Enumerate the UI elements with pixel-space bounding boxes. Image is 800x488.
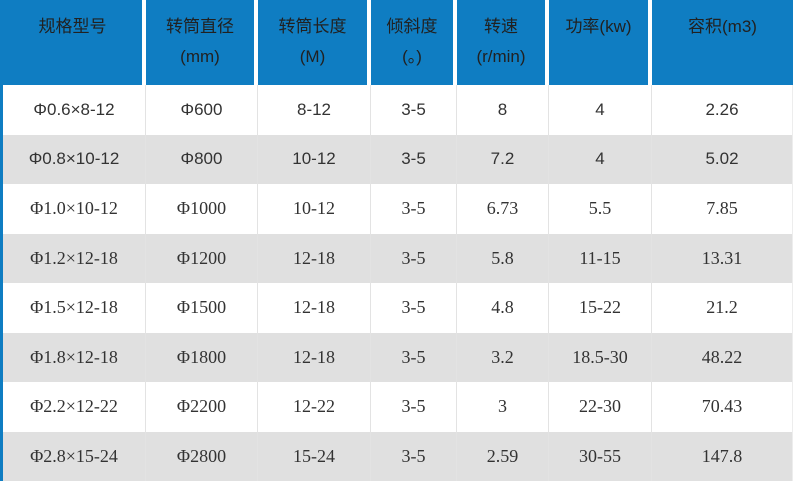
table-cell: Φ1500 (146, 283, 258, 333)
column-header-title: 倾斜度 (386, 17, 438, 36)
table-body: Φ0.6×8-12 Φ600 8-12 3-5 8 4 2.26 Φ0.8×10-12 Φ800… (3, 85, 793, 481)
table-cell: Φ600 (146, 85, 258, 135)
table-cell: 3-5 (371, 332, 457, 382)
table-cell: Φ1000 (146, 184, 258, 234)
table-cell: Φ1.0×10-12 (3, 184, 146, 234)
column-header-title: 规格型号 (38, 17, 107, 36)
table-row: Φ1.2×12-18 Φ1200 12-18 3-5 5.8 11-15 13.31 (3, 233, 793, 283)
table-cell: 70.43 (652, 382, 793, 432)
table-cell: 3-5 (371, 382, 457, 432)
table-cell: 10-12 (258, 134, 371, 184)
table-cell: 3-5 (371, 85, 457, 135)
column-header-title: 功率(kw) (565, 17, 632, 36)
table-cell: Φ1.2×12-18 (3, 233, 146, 283)
column-header-unit: (M) (299, 47, 326, 66)
table-cell: Φ1.8×12-18 (3, 332, 146, 382)
table-cell: 12-18 (258, 233, 371, 283)
table-cell: 22-30 (549, 382, 652, 432)
table-cell: 7.2 (457, 134, 549, 184)
table-cell: 5.8 (457, 233, 549, 283)
table-cell: 7.85 (652, 184, 793, 234)
column-header: 规格型号 (3, 0, 146, 85)
table-cell: 147.8 (652, 431, 793, 481)
column-header: 容积(m3) (652, 0, 793, 85)
table-cell: 30-55 (549, 431, 652, 481)
table-cell: 48.22 (652, 332, 793, 382)
table-cell: 6.73 (457, 184, 549, 234)
table-cell: 2.26 (652, 85, 793, 135)
table-cell: Φ2.2×12-22 (3, 382, 146, 432)
column-header: 倾斜度 (。) (371, 0, 457, 85)
table-cell: 12-18 (258, 283, 371, 333)
table-cell: 12-22 (258, 382, 371, 432)
table-cell: 3-5 (371, 233, 457, 283)
table-cell: 3-5 (371, 184, 457, 234)
table-cell: Φ2800 (146, 431, 258, 481)
column-header-unit: (r/min) (476, 47, 526, 66)
table-cell: 2.59 (457, 431, 549, 481)
table-cell: Φ0.6×8-12 (3, 85, 146, 135)
column-header: 转速 (r/min) (457, 0, 549, 85)
table-cell: 8-12 (258, 85, 371, 135)
table-cell: 4 (549, 134, 652, 184)
table-row: Φ0.6×8-12 Φ600 8-12 3-5 8 4 2.26 (3, 85, 793, 135)
table-cell: Φ2200 (146, 382, 258, 432)
table-row: Φ1.5×12-18 Φ1500 12-18 3-5 4.8 15-22 21.2 (3, 283, 793, 333)
column-header-unit: (mm) (180, 47, 220, 66)
column-header-unit: (。) (402, 47, 422, 66)
table-header-row: 规格型号 转筒直径 (mm) 转筒长度 (M) 倾斜度 (。) 转速 (r/min) 功率(kw)… (3, 0, 793, 85)
table-cell: 15-22 (549, 283, 652, 333)
table-cell: Φ0.8×10-12 (3, 134, 146, 184)
table-cell: 18.5-30 (549, 332, 652, 382)
table-cell: 8 (457, 85, 549, 135)
column-header: 功率(kw) (549, 0, 652, 85)
table-cell: 11-15 (549, 233, 652, 283)
column-header: 转筒长度 (M) (258, 0, 371, 85)
table-cell: 3-5 (371, 431, 457, 481)
table-cell: 5.02 (652, 134, 793, 184)
table-cell: 3 (457, 382, 549, 432)
table-cell: 15-24 (258, 431, 371, 481)
table-cell: 3-5 (371, 283, 457, 333)
table-row: Φ2.2×12-22 Φ2200 12-22 3-5 3 22-30 70.43 (3, 382, 793, 432)
table-cell: 3-5 (371, 134, 457, 184)
table-row: Φ2.8×15-24 Φ2800 15-24 3-5 2.59 30-55 147.8 (3, 431, 793, 481)
table-cell: Φ2.8×15-24 (3, 431, 146, 481)
table-cell: 3.2 (457, 332, 549, 382)
table-cell: 10-12 (258, 184, 371, 234)
table-cell: 5.5 (549, 184, 652, 234)
table-cell: 4.8 (457, 283, 549, 333)
spec-table: 规格型号 转筒直径 (mm) 转筒长度 (M) 倾斜度 (。) 转速 (r/min) 功率(kw)… (0, 0, 793, 481)
table-row: Φ0.8×10-12 Φ800 10-12 3-5 7.2 4 5.02 (3, 134, 793, 184)
table-cell: 12-18 (258, 332, 371, 382)
table-cell: Φ1200 (146, 233, 258, 283)
table-cell: Φ800 (146, 134, 258, 184)
table-cell: Φ1800 (146, 332, 258, 382)
column-header-title: 转筒直径 (166, 17, 234, 36)
table-cell: 21.2 (652, 283, 793, 333)
table-cell: 4 (549, 85, 652, 135)
column-header: 转筒直径 (mm) (146, 0, 258, 85)
table-cell: Φ1.5×12-18 (3, 283, 146, 333)
column-header-title: 容积(m3) (688, 17, 757, 36)
table-cell: 13.31 (652, 233, 793, 283)
table-row: Φ1.8×12-18 Φ1800 12-18 3-5 3.2 18.5-30 48.22 (3, 332, 793, 382)
column-header-title: 转速 (484, 17, 518, 36)
table-row: Φ1.0×10-12 Φ1000 10-12 3-5 6.73 5.5 7.85 (3, 184, 793, 234)
column-header-title: 转筒长度 (278, 17, 347, 36)
